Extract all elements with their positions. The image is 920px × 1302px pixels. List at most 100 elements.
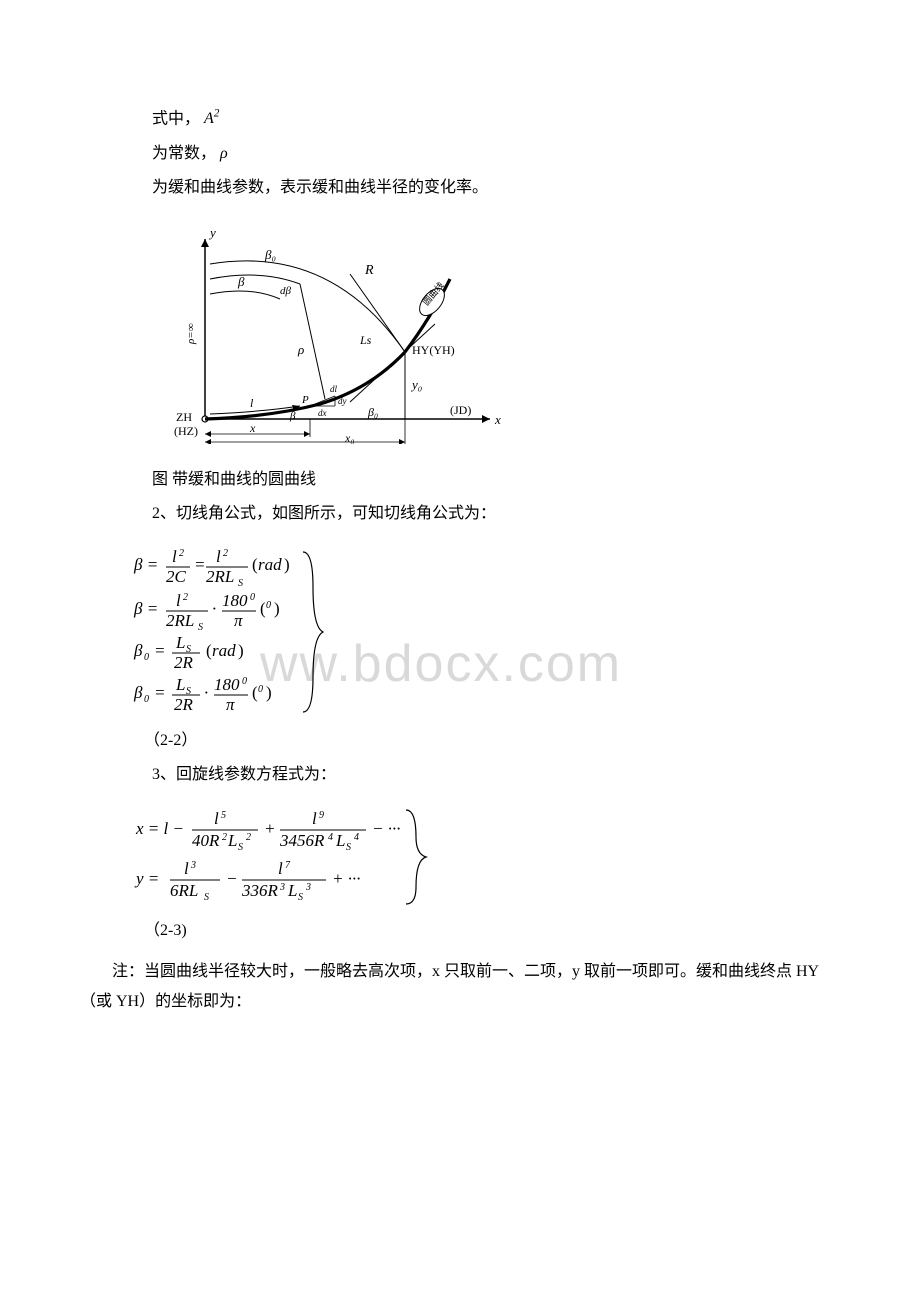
svg-text:2RL: 2RL bbox=[166, 611, 194, 630]
svg-text:2R: 2R bbox=[174, 653, 194, 672]
svg-text:S: S bbox=[238, 842, 243, 853]
svg-text:dx: dx bbox=[318, 408, 327, 418]
paragraph-3: 为缓和曲线参数，表示缓和曲线半径的变化率。 bbox=[120, 173, 830, 203]
svg-text:=: = bbox=[194, 555, 205, 574]
svg-text:S: S bbox=[298, 892, 303, 903]
equation-2-3-number: （2-3) bbox=[144, 916, 830, 946]
svg-text:l: l bbox=[216, 547, 221, 566]
para2-text: 为常数， bbox=[152, 145, 216, 162]
svg-text:0: 0 bbox=[242, 676, 247, 687]
svg-text:+: + bbox=[264, 819, 275, 838]
equation-2-3: x = l − l5 40R2LS2 + l9 3456R4LS4 − ··· … bbox=[128, 802, 830, 912]
svg-text:β: β bbox=[237, 274, 245, 289]
svg-text:0: 0 bbox=[144, 694, 149, 705]
paragraph-1: 式中， A2 bbox=[120, 104, 830, 135]
svg-text:Ls: Ls bbox=[359, 333, 372, 347]
svg-text:0: 0 bbox=[250, 592, 255, 603]
svg-text:4: 4 bbox=[354, 832, 359, 843]
svg-text:S: S bbox=[198, 622, 203, 633]
svg-text:β₀: β₀ bbox=[367, 405, 378, 419]
svg-text:(HZ): (HZ) bbox=[174, 424, 198, 438]
svg-text:3: 3 bbox=[279, 882, 285, 893]
svg-text:): ) bbox=[284, 555, 290, 574]
svg-text:L: L bbox=[227, 831, 237, 850]
svg-text:=: = bbox=[154, 683, 165, 702]
svg-text:dβ: dβ bbox=[280, 285, 292, 297]
svg-text:dy: dy bbox=[338, 396, 347, 406]
svg-text:9: 9 bbox=[319, 810, 324, 821]
svg-text:): ) bbox=[238, 641, 244, 660]
svg-text:=: = bbox=[154, 641, 165, 660]
svg-text:4: 4 bbox=[328, 832, 333, 843]
svg-text:S: S bbox=[346, 842, 351, 853]
svg-text:l: l bbox=[250, 396, 254, 410]
svg-text:2: 2 bbox=[179, 548, 184, 559]
paragraph-2: 为常数， ρ bbox=[120, 139, 830, 169]
svg-text:l: l bbox=[312, 809, 317, 828]
svg-text:·: · bbox=[212, 599, 216, 618]
svg-text:P: P bbox=[301, 394, 309, 406]
svg-text:x: x bbox=[249, 421, 256, 435]
svg-text:x: x bbox=[494, 412, 501, 427]
svg-text:β₀: β₀ bbox=[264, 247, 276, 262]
svg-text:2: 2 bbox=[246, 832, 251, 843]
diagram-caption: 图 带缓和曲线的圆曲线 bbox=[120, 465, 830, 495]
svg-text:l: l bbox=[172, 547, 177, 566]
svg-text:β =: β = bbox=[133, 555, 158, 574]
svg-text:7: 7 bbox=[285, 860, 291, 871]
svg-text:6RL: 6RL bbox=[170, 881, 198, 900]
svg-text:HY(YH): HY(YH) bbox=[412, 343, 455, 357]
svg-text:L: L bbox=[287, 881, 297, 900]
svg-text:L: L bbox=[335, 831, 345, 850]
svg-text:β: β bbox=[289, 410, 296, 422]
svg-text:2C: 2C bbox=[166, 567, 187, 586]
svg-text:l: l bbox=[176, 591, 181, 610]
svg-text:R: R bbox=[364, 263, 374, 278]
equation-2-2-number: （2-2） bbox=[144, 726, 830, 756]
svg-text:− ···: − ··· bbox=[372, 819, 400, 838]
svg-text:π: π bbox=[226, 695, 235, 714]
svg-text:(JD): (JD) bbox=[450, 403, 471, 417]
svg-text:y₀: y₀ bbox=[410, 377, 422, 392]
svg-text:+ ···: + ··· bbox=[332, 869, 360, 888]
svg-text:l: l bbox=[184, 859, 189, 878]
svg-text:l: l bbox=[278, 859, 283, 878]
svg-text:2: 2 bbox=[223, 548, 228, 559]
svg-text:180: 180 bbox=[214, 675, 240, 694]
svg-text:336R: 336R bbox=[241, 881, 279, 900]
svg-text:x = l −: x = l − bbox=[135, 819, 184, 838]
svg-text:S: S bbox=[238, 578, 243, 589]
svg-text:180: 180 bbox=[222, 591, 248, 610]
section-3-intro: 3、回旋线参数方程式为： bbox=[120, 760, 830, 790]
note-paragraph: 注：当圆曲线半径较大时，一般略去高次项，x 只取前一、二项，y 取前一项即可。缓… bbox=[80, 957, 850, 1018]
svg-text:−: − bbox=[226, 869, 237, 888]
para1-prefix: 式中， bbox=[152, 110, 200, 127]
svg-text:l: l bbox=[214, 809, 219, 828]
svg-text:3: 3 bbox=[190, 860, 196, 871]
svg-text:·: · bbox=[204, 683, 208, 702]
svg-text:π: π bbox=[234, 611, 243, 630]
svg-text:L: L bbox=[175, 675, 185, 694]
svg-text:2RL: 2RL bbox=[206, 567, 234, 586]
section-2-intro: 2、切线角公式，如图所示，可知切线角公式为： bbox=[120, 499, 830, 529]
svg-text:β: β bbox=[133, 683, 143, 702]
svg-text:0: 0 bbox=[258, 684, 263, 695]
svg-text:0: 0 bbox=[266, 600, 271, 611]
svg-text:2: 2 bbox=[222, 832, 227, 843]
svg-text:40R: 40R bbox=[192, 831, 220, 850]
svg-text:y =: y = bbox=[134, 869, 159, 888]
svg-text:3456R: 3456R bbox=[279, 831, 325, 850]
svg-text:ZH: ZH bbox=[176, 410, 192, 424]
svg-text:5: 5 bbox=[221, 810, 226, 821]
svg-text:ρ=∞: ρ=∞ bbox=[185, 323, 197, 345]
svg-text:β: β bbox=[133, 641, 143, 660]
para2-symbol: ρ bbox=[220, 145, 228, 162]
equation-2-2: β = l2 2C = l2 2RLS (rad) β = l2 2RLS · … bbox=[128, 542, 830, 722]
svg-text:dl: dl bbox=[330, 384, 338, 394]
svg-text:): ) bbox=[266, 683, 272, 702]
svg-text:2: 2 bbox=[183, 592, 188, 603]
svg-text:S: S bbox=[204, 892, 209, 903]
svg-text:): ) bbox=[274, 599, 280, 618]
svg-text:x₀: x₀ bbox=[344, 431, 355, 444]
para1-symbol: A2 bbox=[204, 110, 219, 127]
